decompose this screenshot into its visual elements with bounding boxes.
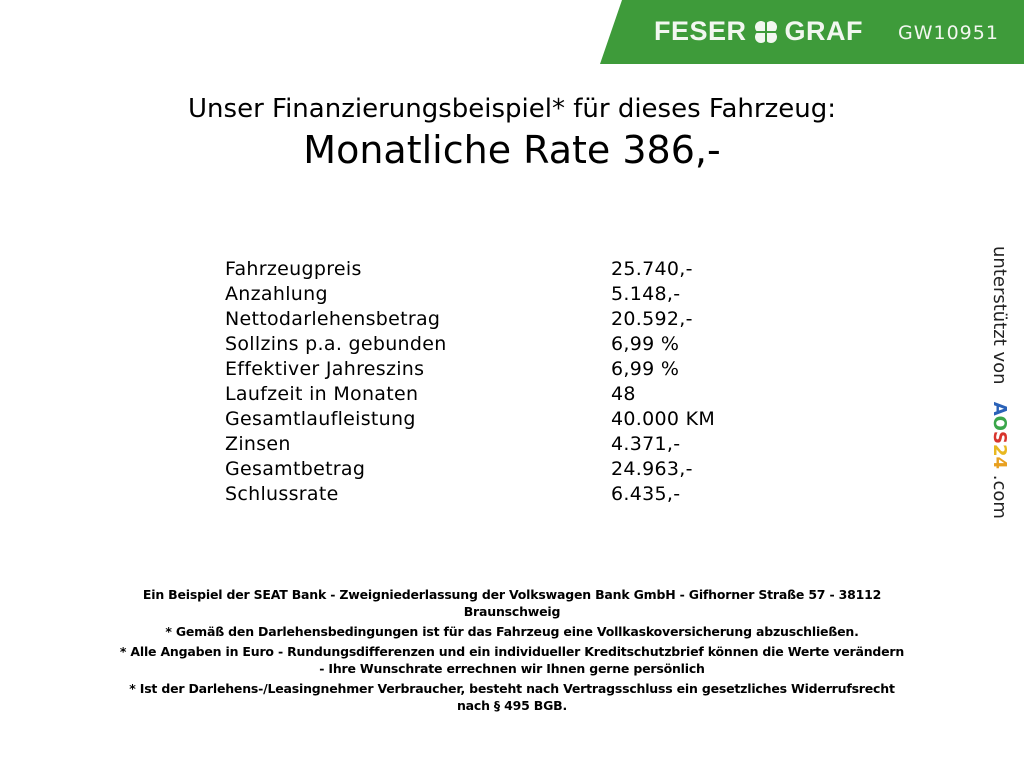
brand-left: FESER (654, 16, 747, 46)
row-label: Nettodarlehensbetrag (225, 308, 441, 330)
disclaimer-line: * Alle Angaben in Euro - Rundungsdiffere… (119, 644, 905, 659)
monthly-rate: Monatliche Rate 386,- (303, 128, 721, 172)
row-value: 40.000 KM (611, 408, 716, 430)
row-label: Gesamtbetrag (225, 458, 366, 480)
row-value: 24.963,- (611, 458, 693, 480)
row-value: 48 (611, 383, 636, 405)
row-label: Zinsen (225, 433, 291, 455)
disclaimer-paragraph: * Ist der Darlehens-/Leasingnehmer Verbr… (0, 680, 1024, 714)
disclaimer-line: * Gemäß den Darlehensbedingungen ist für… (165, 624, 859, 639)
row-label: Gesamtlaufleistung (225, 408, 416, 430)
clover-icon (754, 20, 777, 43)
table-row: Sollzins p.a. gebunden 6,99 % (225, 332, 715, 357)
table-row: Effektiver Jahreszins 6,99 % (225, 357, 715, 382)
row-label: Sollzins p.a. gebunden (225, 333, 447, 355)
disclaimer-line: Ein Beispiel der SEAT Bank - Zweignieder… (142, 587, 882, 602)
table-row: Laufzeit in Monaten 48 (225, 382, 715, 407)
row-value: 4.371,- (611, 433, 681, 455)
disclaimer-line: Braunschweig (463, 604, 561, 619)
table-row: Gesamtbetrag 24.963,- (225, 457, 715, 482)
brand-logo: FESER GRAF (654, 16, 863, 47)
finance-table: Fahrzeugpreis 25.740,- Anzahlung 5.148,- Net… (225, 257, 715, 507)
table-row: Anzahlung 5.148,- (225, 282, 715, 307)
row-value: 5.148,- (611, 283, 681, 305)
supported-by: unterstützt von AOS24 .com (989, 246, 1010, 519)
supported-by-suffix: .com (989, 474, 1010, 519)
row-label: Laufzeit in Monaten (225, 383, 419, 405)
page-title: Unser Finanzierungsbeispiel* für dieses … (188, 94, 836, 124)
disclaimer-paragraph: * Alle Angaben in Euro - Rundungsdiffere… (0, 643, 1024, 677)
row-value: 6,99 % (611, 333, 680, 355)
row-value: 6.435,- (611, 483, 681, 505)
table-row: Schlussrate 6.435,- (225, 482, 715, 507)
disclaimer-line: - Ihre Wunschrate errechnen wir Ihnen ge… (319, 661, 705, 676)
row-value: 6,99 % (611, 358, 680, 380)
row-label: Effektiver Jahreszins (225, 358, 425, 380)
row-value: 25.740,- (611, 258, 693, 280)
disclaimer-line: nach § 495 BGB. (456, 698, 568, 713)
header-banner (600, 0, 1024, 64)
row-label: Fahrzeugpreis (225, 258, 362, 280)
row-value: 20.592,- (611, 308, 693, 330)
disclaimer-paragraph: Ein Beispiel der SEAT Bank - Zweignieder… (0, 586, 1024, 620)
disclaimer-paragraph: * Gemäß den Darlehensbedingungen ist für… (0, 623, 1024, 640)
table-row: Nettodarlehensbetrag 20.592,- (225, 307, 715, 332)
aos24-logo: AOS24 (989, 401, 1010, 470)
brand-right: GRAF (784, 16, 864, 46)
vehicle-code: GW10951 (898, 22, 999, 44)
row-label: Schlussrate (225, 483, 339, 505)
footer-disclaimer: Ein Beispiel der SEAT Bank - Zweignieder… (0, 586, 1024, 717)
table-row: Zinsen 4.371,- (225, 432, 715, 457)
disclaimer-line: * Ist der Darlehens-/Leasingnehmer Verbr… (129, 681, 895, 696)
supported-by-text: unterstützt von (989, 246, 1010, 385)
table-row: Fahrzeugpreis 25.740,- (225, 257, 715, 282)
row-label: Anzahlung (225, 283, 328, 305)
table-row: Gesamtlaufleistung 40.000 KM (225, 407, 715, 432)
